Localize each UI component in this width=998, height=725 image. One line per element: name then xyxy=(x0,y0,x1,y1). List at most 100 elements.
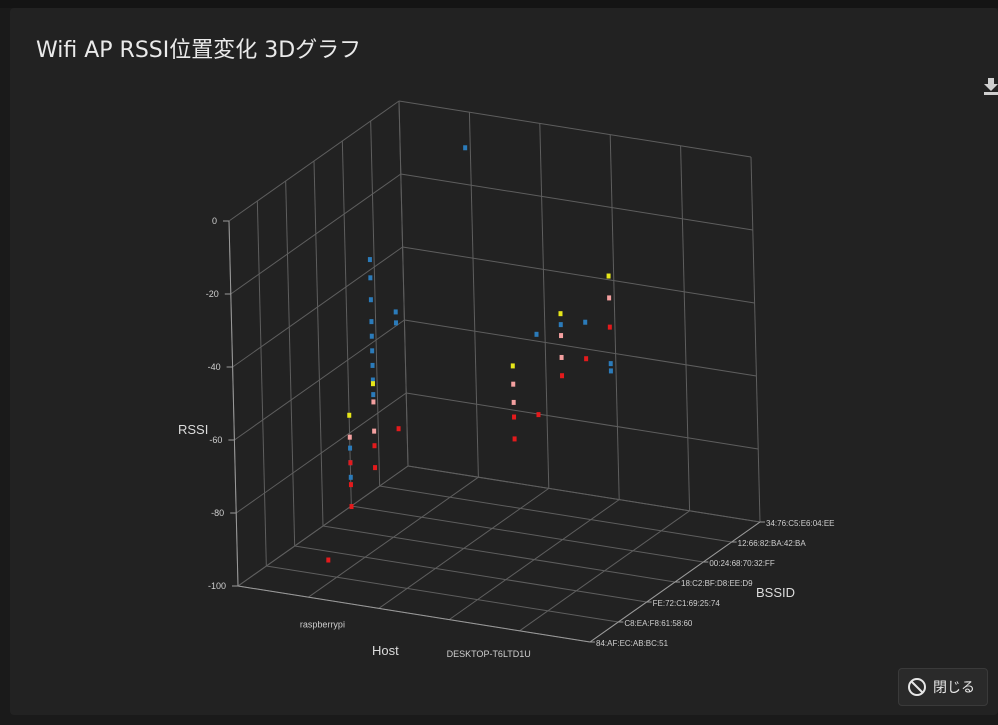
left-wall-grid-line xyxy=(232,246,403,368)
data-point-pink xyxy=(511,381,516,387)
chart-grid xyxy=(228,100,761,643)
z-axis-title: RSSI xyxy=(178,422,208,437)
floor-grid-line xyxy=(448,499,620,621)
data-point-red xyxy=(607,324,612,330)
y-tick-label: FE:72:C1:69:25:74 xyxy=(653,599,721,608)
left-wall-grid-line xyxy=(256,200,267,567)
data-point-blue xyxy=(348,445,353,451)
left-wall-grid-line xyxy=(285,180,296,547)
left-wall-grid-line xyxy=(228,100,400,222)
dialog-title: Wifi AP RSSI位置変化 3Dグラフ xyxy=(36,38,362,63)
data-point-blue xyxy=(368,297,373,303)
z-tick-label: -80 xyxy=(211,508,224,518)
back-wall-grid-line xyxy=(680,145,691,511)
y-tick-label: 18:C2:BF:D8:EE:D9 xyxy=(681,579,753,588)
data-point-pink xyxy=(371,399,376,405)
close-button[interactable]: 閉じる xyxy=(898,668,988,706)
download-icon[interactable] xyxy=(984,76,998,98)
floor-grid-line xyxy=(519,510,690,632)
data-point-blue xyxy=(369,333,374,339)
close-label: 閉じる xyxy=(933,680,975,696)
data-point-pink xyxy=(607,295,612,301)
data-point-red xyxy=(560,373,565,379)
data-point-red xyxy=(512,436,517,442)
data-point-blue xyxy=(348,474,353,480)
data-point-pink xyxy=(372,428,377,434)
data-point-pink xyxy=(559,354,564,360)
data-point-pink xyxy=(559,333,564,339)
data-point-blue xyxy=(370,362,375,368)
data-point-red xyxy=(348,460,353,466)
left-wall-grid-line xyxy=(370,120,381,487)
y-tick-label: C8:EA:F8:61:58:60 xyxy=(624,619,693,628)
left-wall-grid-line xyxy=(341,140,352,507)
left-wall-grid-line xyxy=(237,465,409,587)
floor-grid-line xyxy=(322,525,676,583)
z-axis-line xyxy=(228,220,239,587)
ban-icon xyxy=(908,678,926,696)
data-point-yellow xyxy=(558,311,563,317)
y-tick-label: 34:76:C5:E6:04:EE xyxy=(766,519,835,528)
z-tick-label: -20 xyxy=(206,289,219,299)
data-point-blue xyxy=(370,377,375,383)
back-wall-grid-line xyxy=(400,173,753,231)
z-tick-label: -60 xyxy=(209,435,222,445)
floor-grid-line xyxy=(379,485,732,543)
back-wall-grid-line xyxy=(468,112,479,478)
data-point-blue xyxy=(393,320,398,326)
data-point-blue xyxy=(583,319,588,325)
data-point-red xyxy=(512,414,517,420)
data-point-blue xyxy=(367,257,372,263)
floor-grid-line xyxy=(294,545,647,603)
floor-grid-line xyxy=(351,505,704,563)
data-point-red xyxy=(326,557,331,563)
data-point-pink xyxy=(347,434,352,440)
data-point-yellow xyxy=(606,273,611,279)
back-wall-grid-line xyxy=(407,465,761,523)
data-point-red xyxy=(396,426,401,432)
data-point-pink xyxy=(511,399,516,405)
x-tick-label: DESKTOP-T6LTD1U xyxy=(447,649,531,659)
left-wall-grid-line xyxy=(235,392,407,514)
data-point-red xyxy=(348,482,353,488)
chart-ticks: 0 -20 -40 -60 -80 -100 raspberrypi DESKTOP-T6LT… xyxy=(206,216,835,659)
data-point-blue xyxy=(534,331,539,337)
data-point-blue xyxy=(393,309,398,315)
floor-grid-line xyxy=(266,565,619,623)
data-point-red xyxy=(536,412,541,418)
data-point-yellow xyxy=(347,412,352,418)
z-tick-label: -100 xyxy=(208,581,226,591)
data-point-blue xyxy=(368,275,373,281)
z-tick-label: -40 xyxy=(208,362,221,372)
chart-dialog: Wifi AP RSSI位置変化 3Dグラフ 0 -20 -40 -60 -80 -100… xyxy=(10,8,998,715)
data-point-red xyxy=(372,443,377,449)
back-wall-grid-line xyxy=(539,123,550,489)
x-axis-line xyxy=(237,585,591,643)
y-tick-label: 84:AF:EC:AB:BC:51 xyxy=(596,639,669,648)
data-point-red xyxy=(584,356,589,362)
data-point-yellow xyxy=(370,381,375,387)
x-axis-title: Host xyxy=(372,643,399,658)
floor-grid-line xyxy=(308,476,479,598)
data-point-blue xyxy=(463,145,468,151)
data-point-blue xyxy=(370,348,375,354)
back-wall-grid-line xyxy=(398,100,752,158)
data-point-blue xyxy=(369,319,374,325)
scatter-3d-chart[interactable]: 0 -20 -40 -60 -80 -100 raspberrypi DESKTOP-T6LT… xyxy=(10,8,998,715)
y-axis-title: BSSID xyxy=(756,585,795,600)
back-wall-grid-line xyxy=(402,246,755,304)
back-wall-grid-line xyxy=(406,392,759,450)
y-tick-label: 12:66:82:BA:42:BA xyxy=(738,539,807,548)
back-wall-grid-line xyxy=(609,134,620,500)
data-point-red xyxy=(349,504,354,510)
data-point-red xyxy=(373,465,378,471)
data-point-blue xyxy=(371,392,376,398)
background-app-bar xyxy=(0,0,998,8)
back-wall-grid-line xyxy=(404,319,757,377)
left-wall-grid-line xyxy=(234,319,405,441)
data-point-blue xyxy=(608,368,613,374)
left-wall-grid-line xyxy=(230,173,402,295)
data-point-blue xyxy=(558,322,563,328)
z-tick-label: 0 xyxy=(212,216,217,226)
data-point-blue xyxy=(608,361,613,367)
